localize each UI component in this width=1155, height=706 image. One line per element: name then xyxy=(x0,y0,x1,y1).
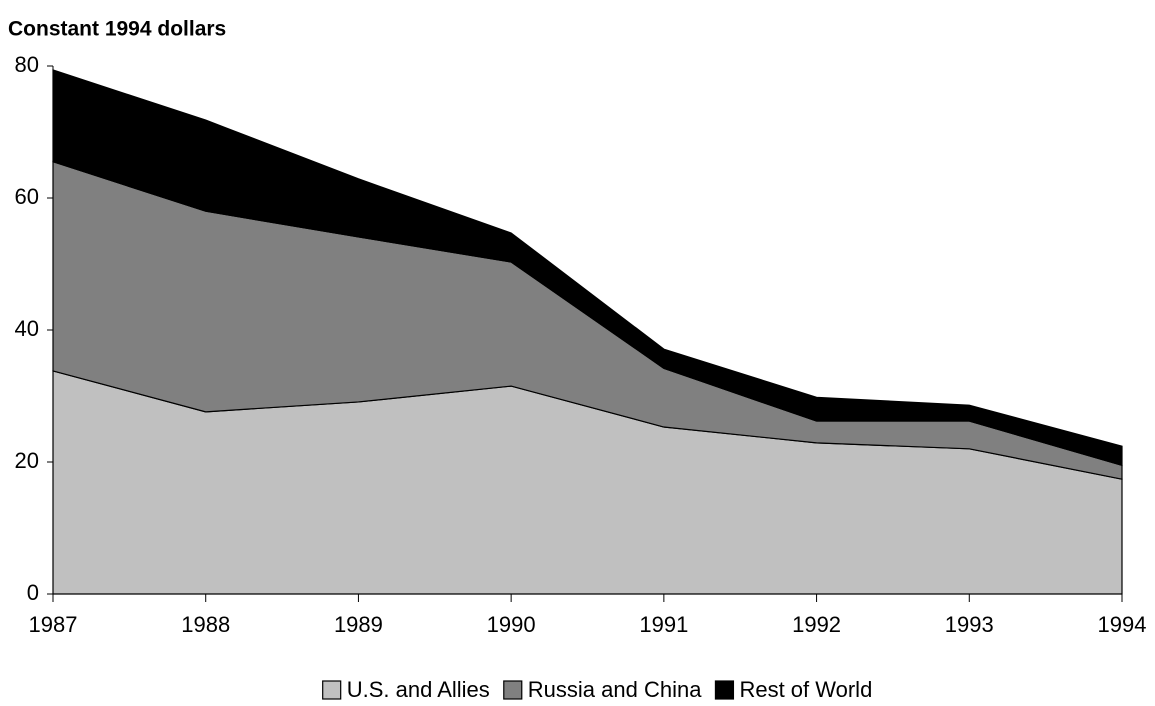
x-tick-label: 1991 xyxy=(639,612,688,637)
x-tick-label: 1993 xyxy=(945,612,994,637)
x-tick-label: 1988 xyxy=(181,612,230,637)
legend-label: Rest of World xyxy=(739,677,872,702)
x-tick-label: 1992 xyxy=(792,612,841,637)
legend-swatch xyxy=(714,680,735,700)
x-tick-label: 1994 xyxy=(1098,612,1147,637)
y-tick-label: 80 xyxy=(15,52,39,77)
legend-swatch xyxy=(322,680,342,700)
chart-title: Constant 1994 dollars xyxy=(8,18,226,41)
legend-label: U.S. and Allies xyxy=(347,677,490,702)
y-tick-label: 20 xyxy=(15,448,39,473)
y-tick-label: 40 xyxy=(15,316,39,341)
y-tick-label: 60 xyxy=(15,184,39,209)
x-tick-label: 1987 xyxy=(29,612,78,637)
legend: U.S. and Allies Russia and China Rest of W… xyxy=(322,677,872,702)
legend-swatch xyxy=(503,680,523,700)
x-tick-label: 1990 xyxy=(487,612,536,637)
y-tick-label: 0 xyxy=(27,580,39,605)
legend-label: Russia and China xyxy=(528,677,702,702)
area xyxy=(52,69,1123,467)
x-tick-label: 1989 xyxy=(334,612,383,637)
